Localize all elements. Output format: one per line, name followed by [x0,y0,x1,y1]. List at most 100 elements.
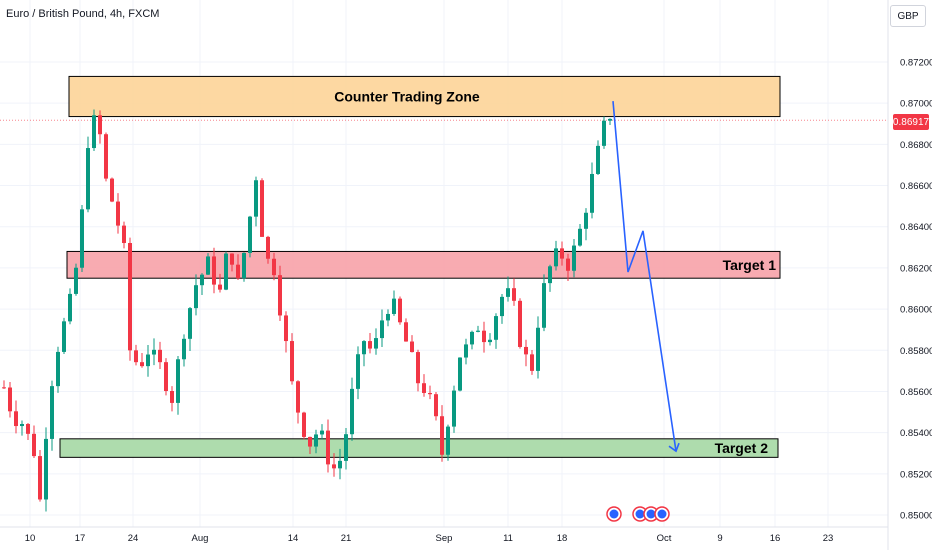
last-price-tag: 0.86917 [893,114,929,130]
candle-body [50,386,54,439]
candle-body [326,430,330,465]
target-2-zone [59,438,779,458]
candle-body [230,253,234,265]
y-axis: 0.87200 0.87000 0.86800 0.86600 0.86400 0.862… [887,0,932,550]
event-icon-inner [609,509,619,519]
candle-body [224,253,228,290]
candle-body [392,298,396,314]
candle-body [368,341,372,349]
candle-body [590,173,594,213]
candle-body [482,330,486,343]
candle-body [476,330,480,332]
y-tick-label: 0.85200 [900,469,932,480]
x-tick-label: 11 [503,533,513,544]
candle-body [434,394,438,417]
candle-body [566,258,570,271]
candle-body [20,423,24,427]
x-axis: 10 17 24 Aug 14 21 Sep 11 18 Oct 9 16 23 [0,526,888,544]
candle-body [182,338,186,360]
candle-body [38,456,42,500]
candle-body [512,288,516,301]
candle-body [440,416,444,455]
event-icon [654,506,670,522]
candles [2,109,612,512]
candle-body [548,266,552,284]
candle-body [446,426,450,455]
candle-body [452,390,456,427]
candle-body [242,252,246,279]
candle-body [356,354,360,389]
candle-body [194,285,198,309]
candle-body [308,436,312,447]
candle-body [488,339,492,343]
candle-body [524,346,528,355]
candle-body [8,387,12,412]
candle-body [98,115,102,135]
candle-body [206,256,210,275]
candle-body [374,338,378,349]
candle-body [92,115,96,149]
x-tick-label: 14 [288,533,299,544]
candle-body [362,341,366,355]
candle-body [68,293,72,322]
candle-body [44,438,48,500]
candle-body [344,434,348,461]
candle-body [164,362,168,392]
y-tick-label: 0.86000 [900,305,932,316]
y-tick-label: 0.85800 [900,346,932,357]
candle-body [410,341,414,353]
y-tick-label: 0.87200 [900,58,932,69]
y-tick-label: 0.86800 [900,140,932,151]
candle-body [296,381,300,413]
candle-body [416,352,420,384]
y-tick-label: 0.86600 [900,181,932,192]
candle-body [188,308,192,339]
counter-trading-zone-label: Counter Trading Zone [334,88,480,104]
symbol-title: Euro / British Pound, 4h, FXCM [6,8,160,20]
candle-body [218,284,222,290]
candle-body [542,283,546,328]
candle-body [350,388,354,435]
candle-body [278,275,282,316]
candle-body [128,243,132,351]
candle-body [212,256,216,285]
candle-body [500,296,504,317]
event-icon [606,506,622,522]
event-icon-inner [657,509,667,519]
candle-body [248,216,252,253]
y-tick-label: 0.86200 [900,263,932,274]
candle-body [530,354,534,371]
candle-body [86,148,90,210]
y-tick-label: 0.87000 [900,99,932,110]
candle-body [458,357,462,391]
candle-body [560,248,564,259]
x-tick-label: 10 [25,533,36,544]
candle-body [200,274,204,286]
candle-body [26,423,30,434]
candle-body [506,288,510,297]
candle-body [608,118,612,121]
candle-body [284,315,288,342]
x-tick-label: Aug [192,533,209,544]
currency-badge[interactable]: GBP [890,5,926,27]
candle-body [404,322,408,342]
candle-body [554,248,558,267]
candle-body [2,387,6,389]
candle-body [80,209,84,268]
candle-body [380,320,384,339]
event-icon-inner [646,509,656,519]
candle-body [266,236,270,259]
event-markers [606,506,670,522]
candle-body [470,331,474,345]
candle-body [536,327,540,371]
candle-body [572,245,576,271]
candle-body [116,201,120,226]
counter-trading-zone [68,75,781,118]
x-tick-label: 16 [770,533,781,544]
candle-body [260,180,264,237]
target-1-zone-label: Target 1 [723,257,777,273]
candle-body [518,300,522,347]
candle-body [56,351,60,387]
